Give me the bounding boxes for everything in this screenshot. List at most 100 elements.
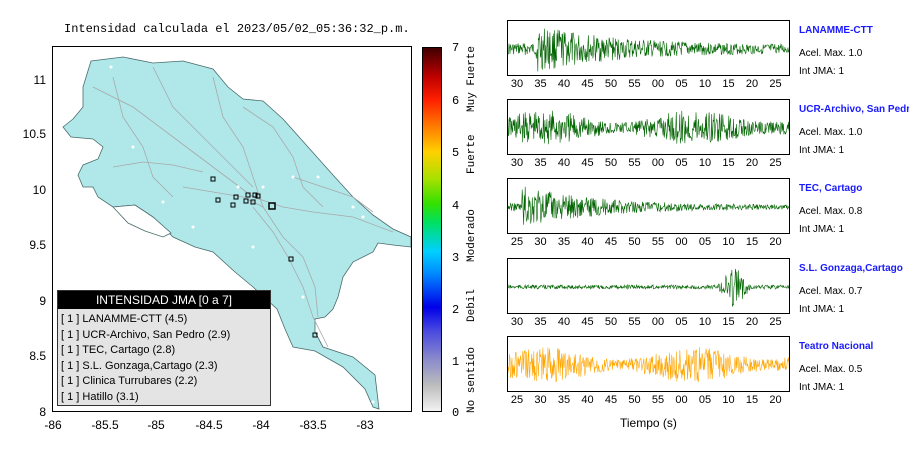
trace-tick-label: 05 [698, 394, 712, 406]
trace-tick-label: 25 [769, 78, 782, 90]
trace-tick-label: 40 [557, 78, 571, 90]
city-dots [109, 65, 375, 404]
trace-tick-label: 45 [604, 236, 618, 248]
colorbar-tick: 2 [452, 303, 460, 317]
trace-tick-label: 45 [581, 78, 594, 90]
trace-tick-label: 25 [769, 157, 782, 169]
station-jma-intensity: Int JMA: 1 [799, 145, 845, 156]
legend-item: [ 1 ] S.L. Gonzaga,Cartago (2.3) [61, 359, 218, 372]
trace-tick-label: 40 [557, 316, 571, 328]
station-markers [210, 176, 318, 338]
trace-tick-label: 50 [628, 394, 641, 406]
trace-tick-label: 10 [722, 236, 735, 248]
y-tick: 8.5 [29, 349, 46, 363]
trace-tick-label: 30 [534, 236, 547, 248]
trace-waveform [508, 268, 789, 307]
intensity-colorbar [422, 47, 442, 412]
trace-tick-label: 45 [581, 316, 594, 328]
colorbar-tick: 7 [452, 41, 460, 55]
x-tick: -84.5 [195, 418, 223, 432]
trace-waveform [508, 186, 789, 225]
y-tick: 11 [33, 73, 46, 87]
trace-tick-label: 35 [557, 236, 571, 248]
legend-item: [ 1 ] LANAMME-CTT (4.5) [61, 313, 188, 325]
colorbar-tick: 3 [452, 251, 460, 265]
station-max-acceleration: Acel. Max. 0.5 [799, 364, 863, 375]
trace-waveform [508, 347, 789, 383]
trace-tick-label: 20 [745, 78, 759, 90]
trace-tick-label: 40 [581, 394, 594, 406]
colorbar-tick: 6 [452, 94, 460, 108]
trace-tick-label: 45 [581, 157, 594, 169]
colorbar-word: Fuerte [466, 134, 478, 174]
trace-tick-label: 25 [510, 236, 524, 248]
station-max-acceleration: Acel. Max. 1.0 [799, 48, 863, 59]
trace-tick-label: 55 [651, 236, 665, 248]
y-tick: 9 [39, 294, 46, 308]
trace-tick-label: 00 [675, 236, 688, 248]
trace-tick-label: 50 [628, 236, 641, 248]
x-tick: -83.5 [299, 418, 327, 432]
station-jma-intensity: Int JMA: 1 [799, 66, 845, 77]
station-name: S.L. Gonzaga,Cartago [799, 263, 903, 274]
station-name: TEC, Cartago [799, 183, 863, 194]
colorbar-tick: 1 [452, 355, 460, 369]
station-name: Teatro Nacional [799, 341, 874, 352]
trace-tick-label: 00 [675, 394, 688, 406]
x-tick: -85.5 [91, 418, 119, 432]
trace-tick-label: 50 [604, 78, 618, 90]
trace-tick-label: 35 [534, 157, 547, 169]
trace-plot[interactable] [507, 20, 790, 76]
trace-tick-label: 05 [675, 316, 688, 328]
trace-tick-label: 10 [722, 394, 735, 406]
trace-waveform [508, 28, 789, 72]
trace-tick-label: 00 [651, 157, 665, 169]
map-title: Intensidad calculada el 2023/05/02_05:36… [64, 22, 410, 36]
trace-plot[interactable] [507, 99, 790, 155]
x-tick: -86 [44, 418, 62, 432]
trace-tick-label: 05 [698, 236, 712, 248]
legend-item: [ 1 ] UCR-Archivo, San Pedro (2.9) [61, 328, 231, 341]
x-tick: -84 [252, 418, 270, 432]
trace-tick-label: 20 [769, 394, 782, 406]
trace-tick-label: 10 [698, 157, 712, 169]
trace-tick-label: 00 [651, 316, 665, 328]
trace-time-ticks: 25 30 35 40 45 50 55 00 05 10 15 20 [507, 394, 790, 408]
trace-tick-label: 30 [534, 394, 547, 406]
time-axis-label: Tiempo (s) [620, 416, 677, 430]
colorbar-tick: 0 [452, 406, 460, 420]
trace-tick-label: 30 [510, 316, 524, 328]
y-tick: 9.5 [29, 238, 46, 252]
colorbar-word: Muy Fuerte [466, 45, 478, 112]
colorbar-word: Debil [466, 288, 478, 322]
colorbar-tick: 5 [452, 146, 460, 160]
trace-tick-label: 05 [675, 78, 688, 90]
trace-plot[interactable] [507, 336, 790, 392]
station-jma-intensity: Int JMA: 1 [799, 304, 845, 315]
trace-tick-label: 40 [557, 157, 571, 169]
trace-tick-label: 15 [722, 157, 735, 169]
trace-tick-label: 20 [745, 316, 759, 328]
y-tick: 10.5 [22, 127, 46, 141]
trace-plot[interactable] [507, 178, 790, 234]
x-tick: -83 [356, 418, 374, 432]
trace-time-ticks: 30 35 40 45 50 55 00 05 10 15 20 25 [507, 78, 790, 92]
trace-tick-label: 55 [651, 394, 665, 406]
legend-title: INTENSIDAD JMA [0 a 7] [58, 291, 270, 309]
trace-tick-label: 35 [534, 316, 547, 328]
trace-tick-label: 35 [534, 78, 547, 90]
trace-time-ticks: 25 30 35 40 45 50 55 00 05 10 15 20 [507, 236, 790, 250]
colorbar-word: Moderado [466, 209, 478, 262]
trace-tick-label: 50 [604, 157, 618, 169]
trace-plot[interactable] [507, 258, 790, 314]
legend-item: [ 1 ] Hatillo (3.1) [61, 390, 139, 403]
trace-tick-label: 20 [769, 236, 782, 248]
trace-tick-label: 30 [510, 78, 524, 90]
legend-item: [ 1 ] Clinica Turrubares (2.2) [61, 375, 198, 387]
x-tick: -85 [147, 418, 165, 432]
legend-item: [ 1 ] TEC, Cartago (2.8) [61, 344, 176, 356]
trace-tick-label: 50 [604, 316, 618, 328]
costa-rica-map [62, 56, 411, 410]
trace-tick-label: 05 [675, 157, 688, 169]
trace-tick-label: 55 [628, 157, 641, 169]
